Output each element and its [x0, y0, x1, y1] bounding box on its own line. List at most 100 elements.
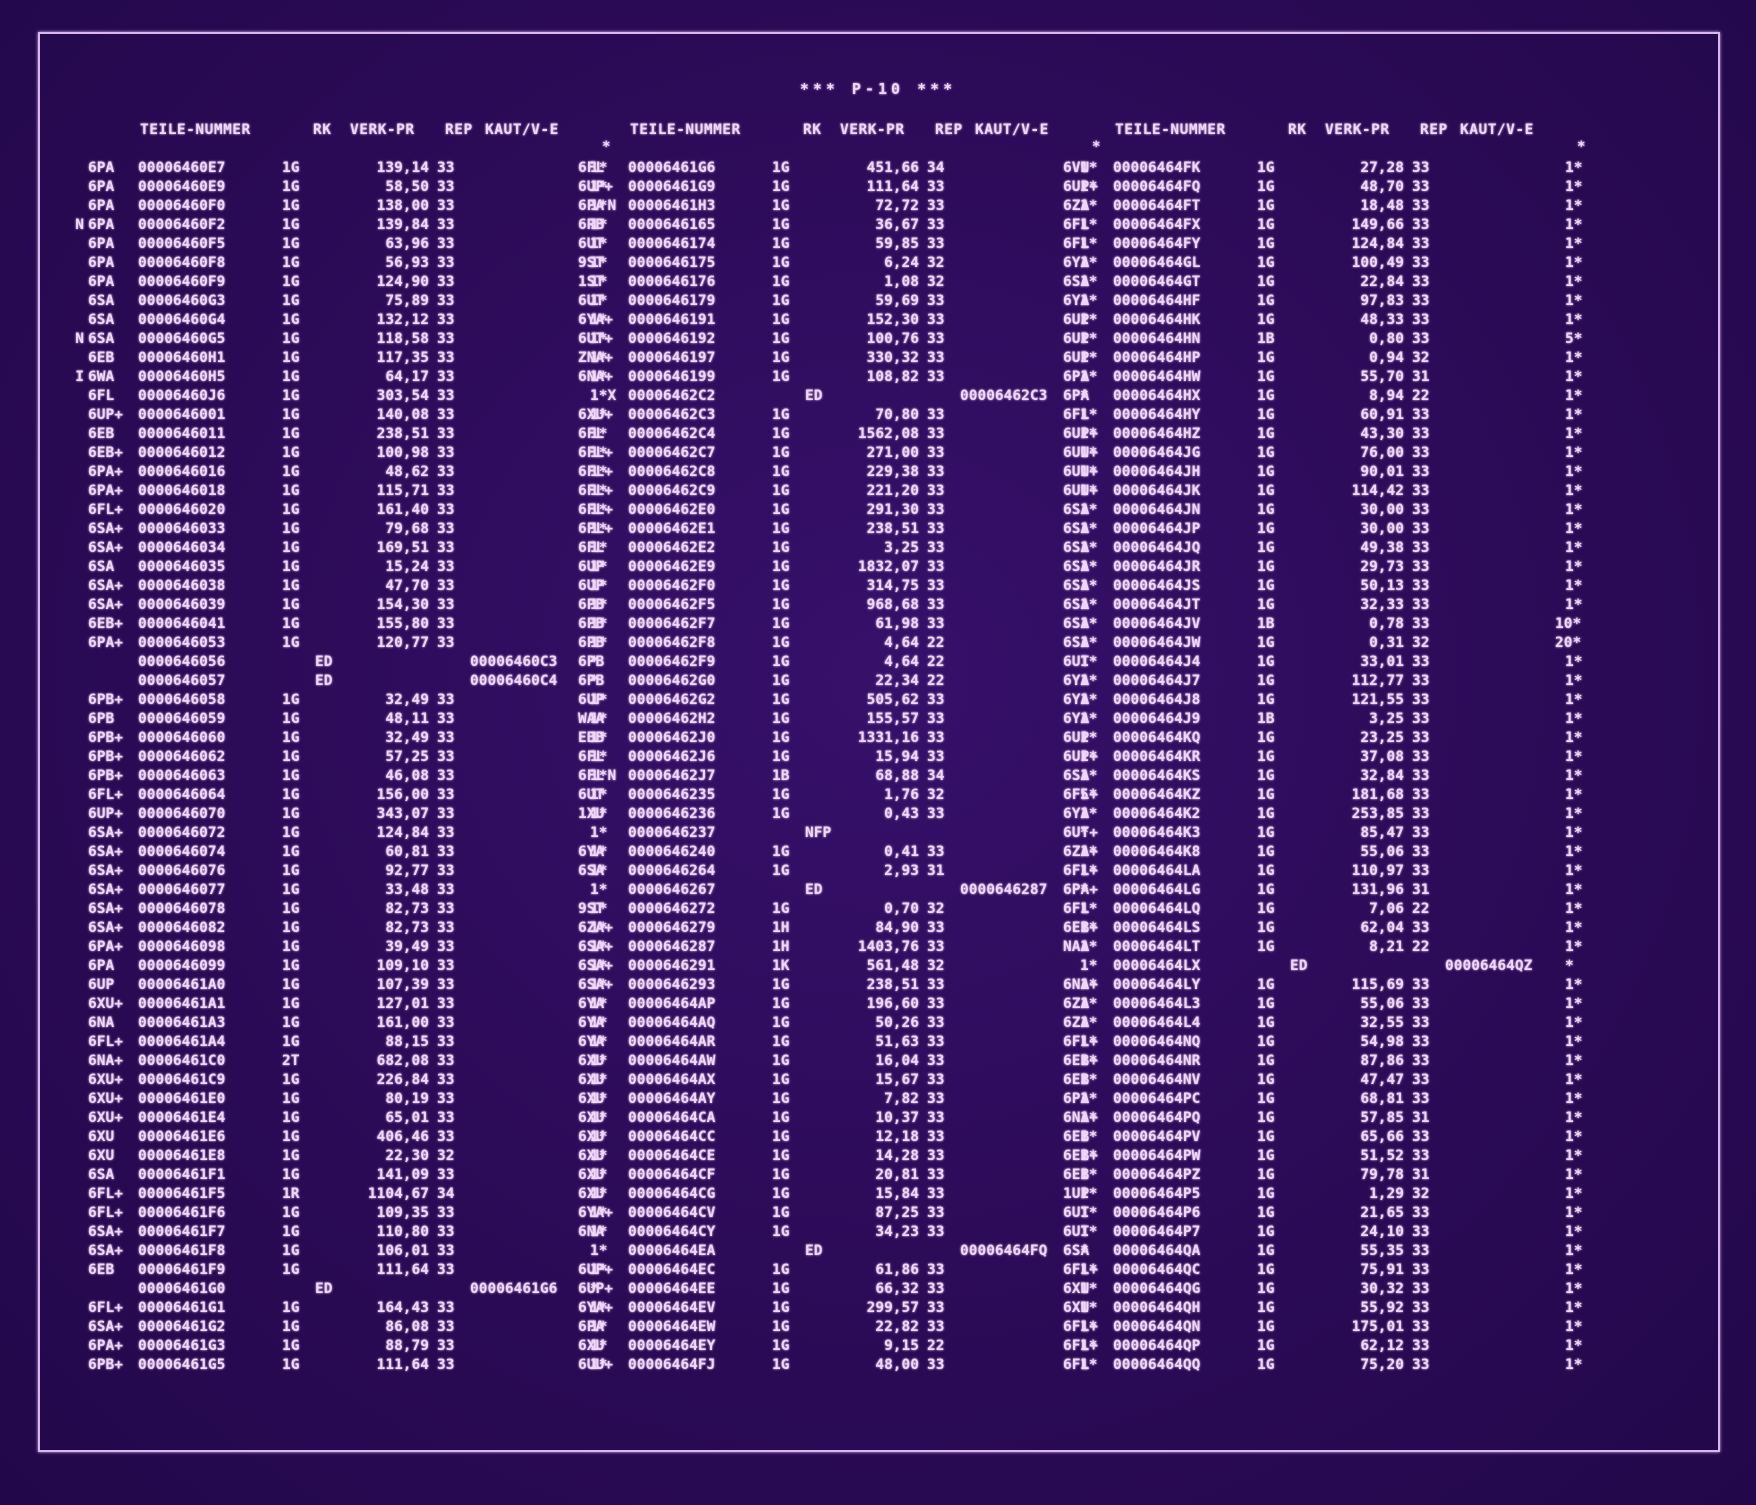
row-price: 0,70 [884, 901, 919, 917]
row-kaut-ve: 1* [1565, 578, 1583, 594]
row-rk: 1G [282, 331, 300, 347]
row-part-number: 00006464K2 [1113, 806, 1201, 822]
row-price: 34,23 [875, 1224, 919, 1240]
row-part-number: 00006464FY [1113, 236, 1201, 252]
row-part-number: 00006461G2 [138, 1319, 226, 1335]
table-row: 6PA 00006464PC 1G 68,81 33 1* [1045, 1090, 1585, 1109]
table-row: 6NA+ 00006461C0 2T 682,08 33 1* [70, 1052, 610, 1071]
row-prefix: 6SA [88, 1167, 115, 1183]
row-part-number: 00006464LQ [1113, 901, 1201, 917]
row-price: 155,57 [866, 711, 919, 727]
table-row: 6ZA+ 0000646279 1H 84,90 33 1* [560, 919, 1100, 938]
row-part-number: 00006462F5 [628, 597, 716, 613]
row-rk: 1G [1257, 1281, 1275, 1297]
row-rk: 1G [1257, 369, 1275, 385]
row-part-number: 0000646041 [138, 616, 226, 632]
row-price: 55,06 [1360, 844, 1404, 860]
table-row: 6PB+ 0000646060 1G 32,49 33 1* [70, 729, 610, 748]
row-rk: 1G [772, 312, 790, 328]
table-row: 6SA+ 00006461F8 1G 106,01 33 1* [70, 1242, 610, 1261]
table-row: 6YA 00006464HF 1G 97,83 33 1* [1045, 292, 1585, 311]
row-kaut-ve: 1* [1565, 939, 1583, 955]
row-kaut-ve: 1* [1565, 160, 1583, 176]
row-rep: 33 [927, 1034, 945, 1050]
row-rk: 1B [1257, 331, 1275, 347]
row-part-number: 0000646264 [628, 863, 716, 879]
table-row: 6FL+ 00006461F5 1R 1104,67 34 1* [70, 1185, 610, 1204]
row-kaut-ve: 1* [1080, 1110, 1098, 1126]
row-price: 1104,67 [367, 1186, 429, 1202]
row-price: 49,38 [1360, 540, 1404, 556]
row-rep: 33 [1412, 920, 1430, 936]
row-rk: 1G [282, 939, 300, 955]
row-kaut-ve: * [1565, 958, 1574, 974]
table-row: 6XU 00006464CG 1G 15,84 33 1* [560, 1185, 1100, 1204]
row-rk: 1G [1257, 540, 1275, 556]
row-rep: 33 [1412, 1357, 1430, 1373]
row-rep: 33 [927, 483, 945, 499]
row-price: 117,35 [376, 350, 429, 366]
row-part-number: 00006462E2 [628, 540, 716, 556]
row-kaut-ve: * [1080, 825, 1089, 841]
row-part-number: 00006460E7 [138, 160, 226, 176]
row-rk: 1G [1257, 1110, 1275, 1126]
row-rk: 1G [1257, 787, 1275, 803]
row-kaut-ve: 1* [590, 350, 608, 366]
row-kaut-ve: 1* [1565, 407, 1583, 423]
row-part-number: 00006461H3 [628, 198, 716, 214]
row-rk: 1G [772, 217, 790, 233]
row-price: 1331,16 [857, 730, 919, 746]
row-price: 92,77 [385, 863, 429, 879]
row-price: 124,90 [376, 274, 429, 290]
row-rep: 33 [437, 1243, 455, 1259]
table-row: 6FL+ 0000646020 1G 161,40 33 1* [70, 501, 610, 520]
table-row: 6XU+ 00006462C3 1G 70,80 33 1* [560, 406, 1100, 425]
row-prefix: 6PA [88, 255, 115, 271]
table-row: 6SA+ 0000646072 1G 124,84 33 1* [70, 824, 610, 843]
row-part-number: 00006464L3 [1113, 996, 1201, 1012]
row-rk: 1G [1257, 1167, 1275, 1183]
row-price: 124,84 [376, 825, 429, 841]
row-rk: 1G [282, 1129, 300, 1145]
row-prefix: 6YA [578, 996, 605, 1012]
page-frame [38, 32, 1720, 1452]
row-rk: 1G [772, 673, 790, 689]
row-kaut-ve: 1* [1080, 1034, 1098, 1050]
row-kaut-ve: 1* [1080, 407, 1098, 423]
row-rep: 33 [437, 901, 455, 917]
row-rk: 1B [1257, 616, 1275, 632]
row-kaut-ve: 5* [1565, 331, 1583, 347]
row-part-number: 00006460G3 [138, 293, 226, 309]
row-prefix: 6SA [1063, 559, 1090, 575]
row-price: 6,24 [884, 255, 919, 271]
row-prefix: 6XU+ [88, 1110, 123, 1126]
row-kaut-ve: 1* [590, 901, 608, 917]
row-price: 114,42 [1351, 483, 1404, 499]
row-part-number: 0000646012 [138, 445, 226, 461]
row-rk: 1G [772, 1072, 790, 1088]
row-part-number: 00006462E9 [628, 559, 716, 575]
row-rk: 1G [772, 179, 790, 195]
row-price: 0,80 [1369, 331, 1404, 347]
row-prefix: 6PA [578, 1319, 605, 1335]
row-rk: 1G [282, 863, 300, 879]
row-prefix: 6EB+ [1063, 1148, 1098, 1164]
row-price: 100,76 [866, 331, 919, 347]
table-row: 6UT 0000646179 1G 59,69 33 1* [560, 292, 1100, 311]
row-part-number: 00006461A0 [138, 977, 226, 993]
row-part-number: 00006462C3 [628, 407, 716, 423]
row-rep: 33 [1412, 977, 1430, 993]
row-rk: 1G [1257, 1338, 1275, 1354]
row-rep: 33 [437, 236, 455, 252]
row-kaut-ve: 1* [1080, 274, 1098, 290]
row-kaut-ve: 1* [1565, 673, 1583, 689]
row-price: 24,10 [1360, 1224, 1404, 1240]
table-row: 9ST 0000646175 1G 6,24 32 1* [560, 254, 1100, 273]
row-price: 32,84 [1360, 768, 1404, 784]
row-prefix: 6UP [578, 692, 605, 708]
row-part-number: 00006464CY [628, 1224, 716, 1240]
row-price: 88,15 [385, 1034, 429, 1050]
row-rep: 33 [1412, 1319, 1430, 1335]
table-row: 6UP+ 00006464FQ 1G 48,70 33 1* [1045, 178, 1585, 197]
row-rk: 1G [772, 559, 790, 575]
